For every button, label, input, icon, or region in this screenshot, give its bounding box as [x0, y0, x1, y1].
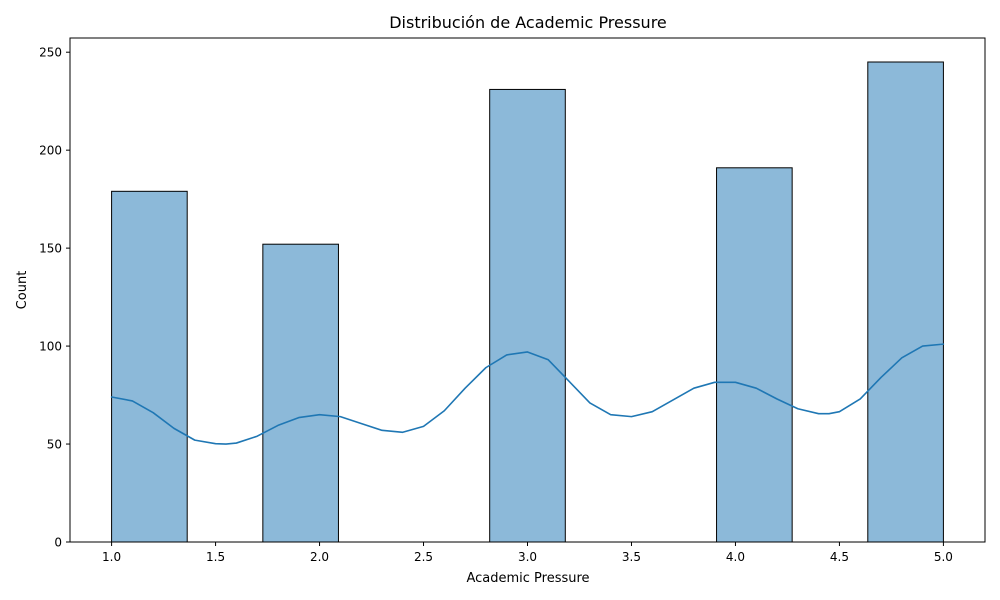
chart-title: Distribución de Academic Pressure: [389, 13, 667, 32]
x-tick-label: 3.5: [622, 550, 641, 564]
x-tick-label: 1.0: [102, 550, 121, 564]
x-tick-label: 4.0: [726, 550, 745, 564]
y-tick-label: 0: [54, 536, 62, 550]
y-axis-ticks: 0 50 100 150 200 250: [39, 46, 70, 550]
x-axis-label: Academic Pressure: [466, 571, 589, 586]
y-tick-label: 200: [39, 144, 62, 158]
kde-line: [110, 343, 945, 445]
x-axis-ticks: 1.0 1.5 2.0 2.5 3.0 3.5 4.0 4.5 5.0: [102, 542, 953, 564]
x-tick-label: 4.5: [830, 550, 849, 564]
histogram-bar-2: [262, 243, 339, 543]
plot-frame: [69, 37, 986, 543]
x-tick-label: 5.0: [934, 550, 953, 564]
kde-curve-group: [110, 343, 945, 445]
histogram-bar-0: [111, 190, 188, 543]
y-tick-label: 100: [39, 340, 62, 354]
histogram-bars: [111, 61, 944, 543]
y-tick-label: 250: [39, 46, 62, 60]
y-axis-label: Count: [15, 271, 30, 310]
histogram-bar-5: [489, 88, 566, 543]
y-tick-label: 150: [39, 242, 62, 256]
x-tick-label: 1.5: [206, 550, 225, 564]
x-tick-label: 3.0: [518, 550, 537, 564]
x-tick-label: 2.5: [414, 550, 433, 564]
histogram-bar-8: [716, 167, 793, 543]
x-tick-label: 2.0: [310, 550, 329, 564]
histogram-bar-10: [867, 61, 944, 543]
y-tick-label: 50: [47, 438, 62, 452]
